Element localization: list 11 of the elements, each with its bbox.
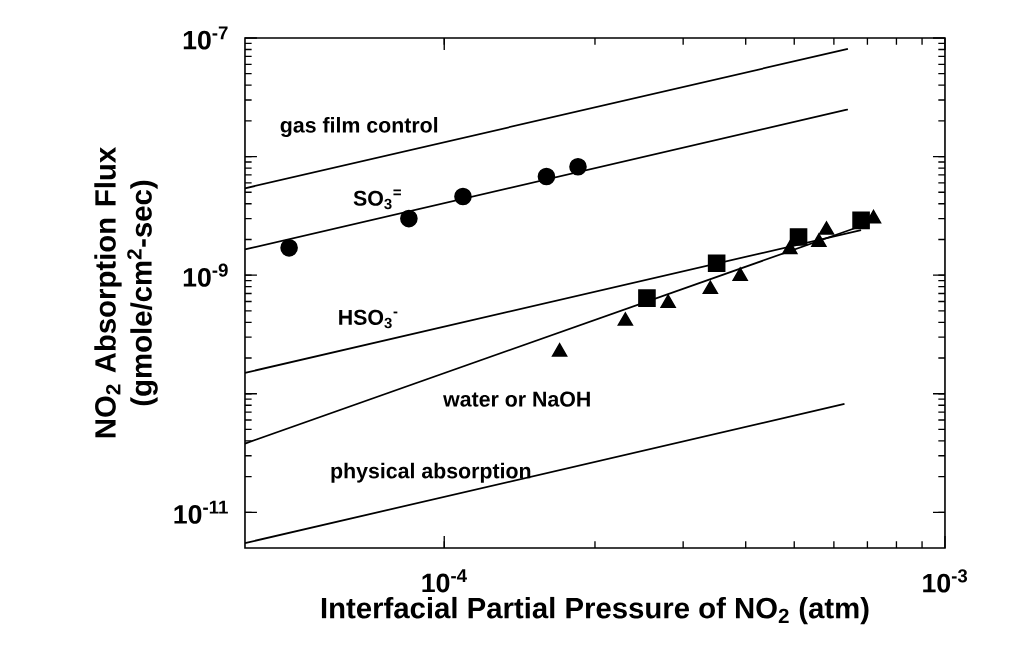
series-label: HSO$_{3}$- bbox=[339, 309, 398, 329]
x-axis-title: Interfacial Partial Pressure of NO$_{2}$ (atm) bbox=[321, 596, 869, 625]
series-label: physical absorption bbox=[331, 462, 531, 483]
x-tick-label: 10$^{-3}$ bbox=[923, 569, 968, 593]
y-tick-label: 10$^{-11}$ bbox=[174, 500, 228, 524]
y-tick-label: 10$^{-9}$ bbox=[183, 263, 228, 287]
series-label: water or NaOH bbox=[443, 391, 590, 407]
y-tick-label: 10$^{-7}$ bbox=[183, 26, 228, 50]
legend-label: gas film control bbox=[280, 117, 438, 137]
x-tick-label: 10$^{-4}$ bbox=[422, 569, 467, 593]
series-label: SO$_{3}$= bbox=[353, 189, 401, 210]
